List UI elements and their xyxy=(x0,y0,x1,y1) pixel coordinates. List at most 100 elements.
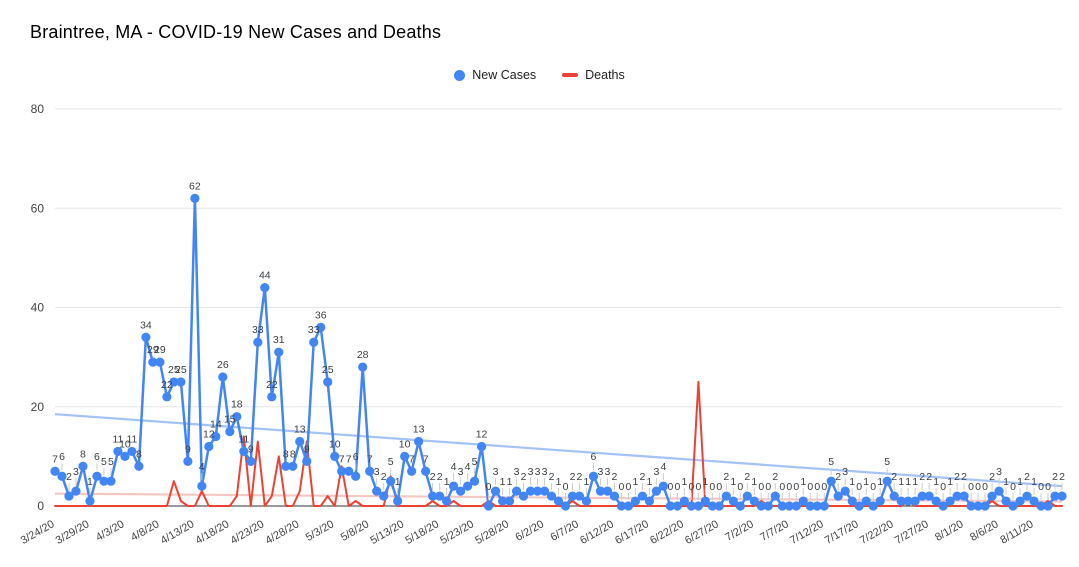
data-point-new-cases[interactable] xyxy=(728,496,738,506)
data-point-new-cases[interactable] xyxy=(288,461,298,471)
data-point-new-cases[interactable] xyxy=(574,491,585,501)
data-point-new-cases[interactable] xyxy=(805,501,815,511)
data-point-new-cases[interactable] xyxy=(274,347,284,357)
data-point-new-cases[interactable] xyxy=(588,471,599,481)
data-point-new-cases[interactable] xyxy=(784,501,794,511)
data-point-new-cases[interactable] xyxy=(442,496,452,506)
data-point-new-cases[interactable] xyxy=(693,501,703,511)
data-point-new-cases[interactable] xyxy=(1036,501,1046,511)
data-point-new-cases[interactable] xyxy=(819,501,829,511)
data-point-new-cases[interactable] xyxy=(616,501,627,511)
data-point-new-cases[interactable] xyxy=(952,491,962,501)
data-point-new-cases[interactable] xyxy=(358,362,368,372)
data-point-new-cases[interactable] xyxy=(518,491,529,501)
data-point-new-cases[interactable] xyxy=(553,496,564,506)
data-point-new-cases[interactable] xyxy=(197,481,207,491)
data-point-new-cases[interactable] xyxy=(602,486,613,496)
data-point-new-cases[interactable] xyxy=(57,471,67,481)
data-point-new-cases[interactable] xyxy=(679,496,689,506)
data-point-new-cases[interactable] xyxy=(455,486,466,496)
data-point-new-cases[interactable] xyxy=(421,466,431,476)
data-point-new-cases[interactable] xyxy=(770,491,780,501)
data-point-new-cases[interactable] xyxy=(861,496,871,506)
data-point-new-cases[interactable] xyxy=(791,501,801,511)
data-point-new-cases[interactable] xyxy=(379,491,389,501)
data-point-new-cases[interactable] xyxy=(707,501,717,511)
data-point-new-cases[interactable] xyxy=(504,496,515,506)
data-point-new-cases[interactable] xyxy=(546,491,557,501)
data-point-new-cases[interactable] xyxy=(798,496,808,506)
data-point-new-cases[interactable] xyxy=(924,491,934,501)
data-point-new-cases[interactable] xyxy=(302,456,312,466)
data-point-new-cases[interactable] xyxy=(169,377,179,387)
data-point-new-cases[interactable] xyxy=(672,501,682,511)
data-point-new-cases[interactable] xyxy=(232,412,242,422)
data-point-new-cases[interactable] xyxy=(896,496,906,506)
data-point-new-cases[interactable] xyxy=(665,501,675,511)
data-point-new-cases[interactable] xyxy=(316,322,326,332)
data-point-new-cases[interactable] xyxy=(658,481,668,491)
data-point-new-cases[interactable] xyxy=(1008,501,1018,511)
data-point-new-cases[interactable] xyxy=(945,496,955,506)
data-point-new-cases[interactable] xyxy=(560,501,571,511)
data-point-new-cases[interactable] xyxy=(714,501,724,511)
data-point-new-cases[interactable] xyxy=(71,486,81,496)
data-point-new-cases[interactable] xyxy=(651,486,662,496)
data-point-new-cases[interactable] xyxy=(476,441,487,452)
data-point-new-cases[interactable] xyxy=(847,496,857,506)
data-point-new-cases[interactable] xyxy=(330,451,340,461)
data-point-new-cases[interactable] xyxy=(260,283,270,293)
data-point-new-cases[interactable] xyxy=(630,496,641,506)
data-point-new-cases[interactable] xyxy=(1050,491,1060,501)
data-point-new-cases[interactable] xyxy=(966,501,976,511)
data-point-new-cases[interactable] xyxy=(225,426,235,437)
data-point-new-cases[interactable] xyxy=(595,486,606,496)
data-point-new-cases[interactable] xyxy=(637,491,648,501)
data-point-new-cases[interactable] xyxy=(351,471,361,481)
data-point-new-cases[interactable] xyxy=(309,337,319,347)
data-point-new-cases[interactable] xyxy=(539,486,550,496)
data-point-new-cases[interactable] xyxy=(1015,496,1025,506)
data-point-new-cases[interactable] xyxy=(833,491,843,501)
data-point-new-cases[interactable] xyxy=(372,486,382,496)
data-point-new-cases[interactable] xyxy=(281,461,291,471)
data-point-new-cases[interactable] xyxy=(64,491,74,501)
data-point-new-cases[interactable] xyxy=(854,501,864,511)
data-point-new-cases[interactable] xyxy=(50,466,60,476)
data-point-new-cases[interactable] xyxy=(994,486,1004,496)
data-point-new-cases[interactable] xyxy=(581,496,592,506)
data-point-new-cases[interactable] xyxy=(120,451,130,461)
data-point-new-cases[interactable] xyxy=(980,501,990,511)
data-point-new-cases[interactable] xyxy=(623,501,634,511)
data-point-new-cases[interactable] xyxy=(721,491,731,501)
data-point-new-cases[interactable] xyxy=(386,476,396,486)
data-point-new-cases[interactable] xyxy=(204,441,214,452)
data-point-new-cases[interactable] xyxy=(483,501,494,511)
data-point-new-cases[interactable] xyxy=(749,496,759,506)
data-point-new-cases[interactable] xyxy=(903,496,913,506)
data-point-new-cases[interactable] xyxy=(393,496,403,506)
data-point-new-cases[interactable] xyxy=(1043,501,1053,511)
data-point-new-cases[interactable] xyxy=(106,476,116,486)
legend-item-deaths[interactable]: Deaths xyxy=(562,68,625,82)
data-point-new-cases[interactable] xyxy=(987,491,997,501)
data-point-new-cases[interactable] xyxy=(127,446,137,457)
data-point-new-cases[interactable] xyxy=(141,332,151,342)
data-point-new-cases[interactable] xyxy=(365,466,375,476)
data-point-new-cases[interactable] xyxy=(840,486,850,496)
data-point-new-cases[interactable] xyxy=(917,491,927,501)
data-point-new-cases[interactable] xyxy=(742,491,752,501)
data-point-new-cases[interactable] xyxy=(407,466,417,476)
data-point-new-cases[interactable] xyxy=(323,377,333,387)
data-point-new-cases[interactable] xyxy=(1022,491,1032,501)
data-point-new-cases[interactable] xyxy=(428,491,438,501)
data-point-new-cases[interactable] xyxy=(959,491,969,501)
data-point-new-cases[interactable] xyxy=(532,486,543,496)
data-point-new-cases[interactable] xyxy=(190,193,200,203)
data-point-new-cases[interactable] xyxy=(85,496,95,506)
data-point-new-cases[interactable] xyxy=(148,357,158,367)
data-point-new-cases[interactable] xyxy=(469,476,480,486)
data-point-new-cases[interactable] xyxy=(763,501,773,511)
data-point-new-cases[interactable] xyxy=(777,501,787,511)
data-point-new-cases[interactable] xyxy=(686,501,696,511)
